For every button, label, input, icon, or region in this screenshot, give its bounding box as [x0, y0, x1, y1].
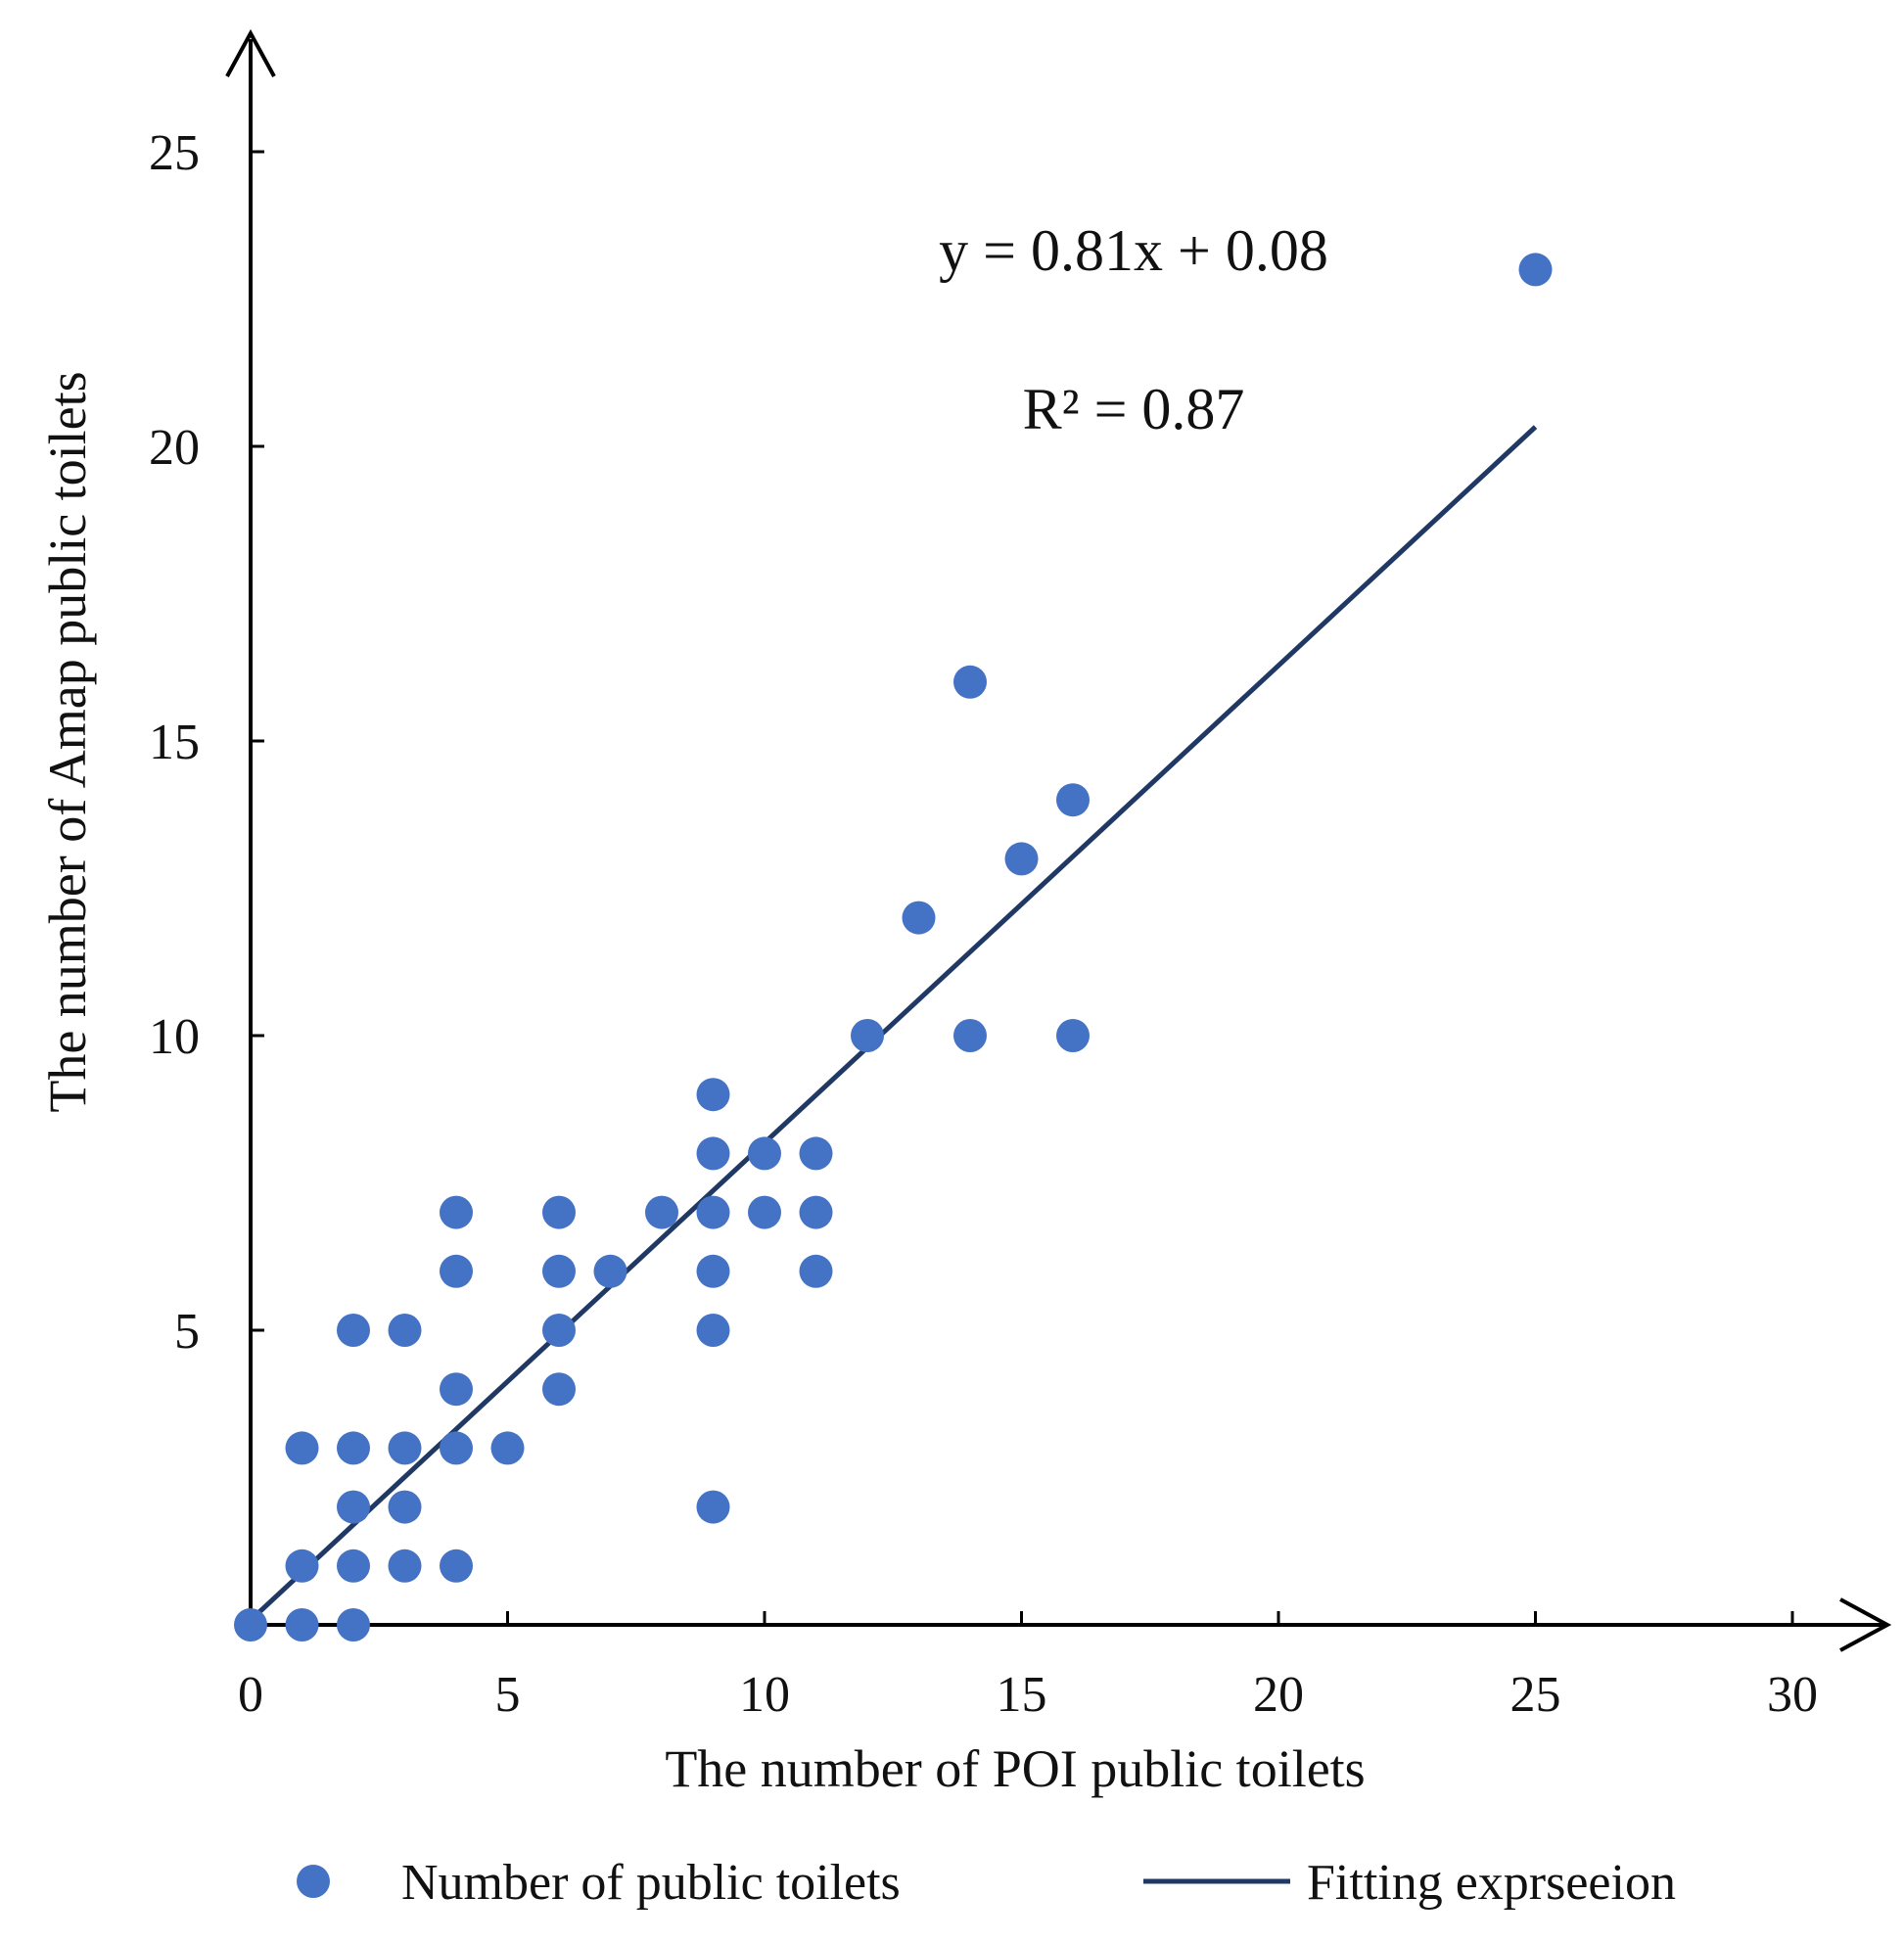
data-point [799, 1136, 833, 1171]
data-point [1056, 783, 1090, 817]
y-axis-title: The number of Amap public toilets [38, 371, 97, 1112]
data-point [337, 1431, 370, 1465]
x-tick-label: 30 [1767, 1667, 1818, 1723]
data-point [490, 1431, 525, 1465]
data-point [542, 1254, 576, 1288]
data-point [440, 1372, 473, 1407]
data-point [748, 1195, 781, 1229]
data-point [234, 1608, 267, 1641]
data-point [337, 1549, 370, 1583]
data-point [902, 901, 936, 935]
data-point [285, 1431, 319, 1465]
data-point [285, 1549, 319, 1583]
x-tick-label: 25 [1510, 1667, 1561, 1723]
x-tick-label: 5 [495, 1667, 521, 1723]
x-tick-label: 10 [739, 1667, 790, 1723]
data-point [748, 1136, 781, 1171]
data-point [440, 1431, 473, 1465]
data-point [953, 1019, 987, 1052]
y-tick-label: 15 [149, 715, 200, 770]
data-point [388, 1314, 422, 1347]
data-point [799, 1195, 833, 1229]
x-tick-label: 15 [997, 1667, 1047, 1723]
legend-label-line: Fitting exprseeion [1307, 1855, 1676, 1911]
data-point [1004, 842, 1039, 876]
data-point [542, 1372, 576, 1407]
y-tick-label: 25 [149, 125, 200, 181]
data-point [696, 1195, 730, 1229]
data-point [696, 1078, 730, 1112]
data-point [851, 1019, 884, 1052]
data-point [440, 1254, 473, 1288]
data-point [696, 1254, 730, 1288]
data-point [388, 1490, 422, 1524]
y-tick-label: 10 [149, 1009, 200, 1065]
data-point [696, 1314, 730, 1347]
data-point [696, 1490, 730, 1524]
y-axis-ticks: 5 10 15 20 25 [149, 125, 264, 1360]
data-point [337, 1490, 370, 1524]
scatter-points [234, 253, 1553, 1641]
data-point [542, 1195, 576, 1229]
data-point [1056, 1019, 1090, 1052]
x-tick-label: 20 [1253, 1667, 1304, 1723]
legend-marker-points [297, 1865, 330, 1898]
legend: Number of public toilets Fitting exprsee… [297, 1855, 1676, 1911]
data-point [953, 665, 987, 699]
data-point [645, 1195, 678, 1229]
data-point [337, 1314, 370, 1347]
x-axis-title: The number of POI public toilets [665, 1739, 1365, 1798]
data-point [337, 1608, 370, 1641]
data-point [542, 1314, 576, 1347]
data-point [388, 1431, 422, 1465]
regression-equation: y = 0.81x + 0.08 [939, 218, 1328, 283]
fitting-line [249, 425, 1538, 1623]
legend-label-points: Number of public toilets [401, 1855, 901, 1911]
r-squared-label: R² = 0.87 [1023, 377, 1245, 441]
axes [225, 28, 1892, 1652]
x-axis-arrow [1839, 1597, 1892, 1652]
x-axis-ticks: 0 5 10 15 20 25 30 [238, 1611, 1818, 1723]
x-tick-label: 0 [238, 1667, 263, 1723]
data-point [799, 1254, 833, 1288]
data-point [1518, 253, 1553, 287]
data-point [593, 1254, 627, 1288]
y-axis-arrow [225, 28, 276, 77]
y-tick-label: 20 [149, 420, 200, 476]
y-tick-label: 5 [174, 1304, 200, 1360]
data-point [696, 1136, 730, 1171]
data-point [388, 1549, 422, 1583]
data-point [440, 1549, 473, 1583]
data-point [440, 1195, 473, 1229]
data-point [285, 1608, 319, 1641]
